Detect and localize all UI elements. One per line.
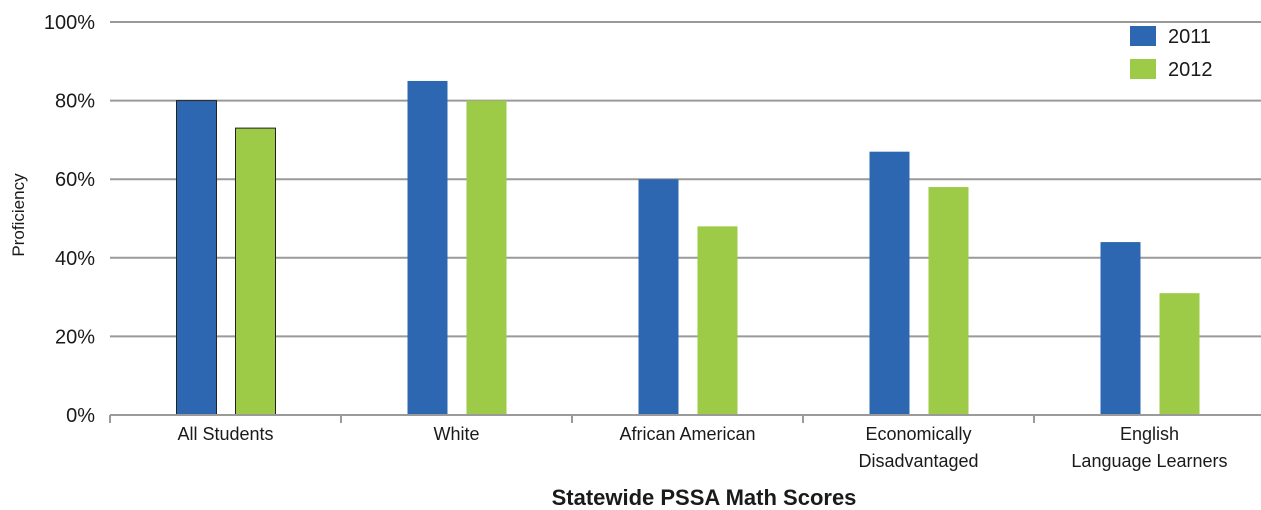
- x-tick-label: English Language Learners: [1071, 424, 1227, 471]
- x-axis: [109, 414, 1261, 423]
- bar-2011: [176, 100, 217, 416]
- x-tick-label: All Students: [177, 424, 273, 444]
- y-axis-title: Proficiency: [9, 173, 28, 257]
- y-tick-label: 60%: [55, 169, 95, 191]
- gridlines: [110, 21, 1261, 338]
- bar-2011: [407, 80, 448, 415]
- legend-label: 2012: [1168, 59, 1213, 81]
- bar-2012: [1159, 293, 1200, 415]
- bars: [176, 80, 1200, 416]
- y-tick-label: 0%: [66, 405, 95, 427]
- bar-2012: [697, 226, 738, 415]
- legend: 2011 2012: [1130, 26, 1213, 81]
- y-axis-ticks: 0% 20% 40% 60% 80% 100%: [44, 12, 95, 427]
- y-tick-label: 80%: [55, 91, 95, 113]
- bar-2011: [638, 179, 679, 415]
- bar-2012: [928, 187, 969, 415]
- bar-2011: [1100, 242, 1141, 415]
- y-tick-label: 40%: [55, 248, 95, 270]
- chart-title: Statewide PSSA Math Scores: [552, 485, 857, 510]
- bar-2011: [869, 151, 910, 415]
- x-tick-label: White: [433, 424, 479, 444]
- x-tick-label: Economically Disadvantaged: [858, 424, 978, 471]
- legend-swatch-2011: [1130, 26, 1156, 46]
- bar-2012: [235, 127, 276, 416]
- x-axis-labels: All Students White African American Economi…: [177, 424, 1227, 471]
- bar-2012: [466, 100, 507, 415]
- x-tick-label: African American: [619, 424, 755, 444]
- y-tick-label: 100%: [44, 12, 95, 34]
- y-tick-label: 20%: [55, 326, 95, 348]
- legend-label: 2011: [1168, 26, 1211, 48]
- legend-swatch-2012: [1130, 59, 1156, 79]
